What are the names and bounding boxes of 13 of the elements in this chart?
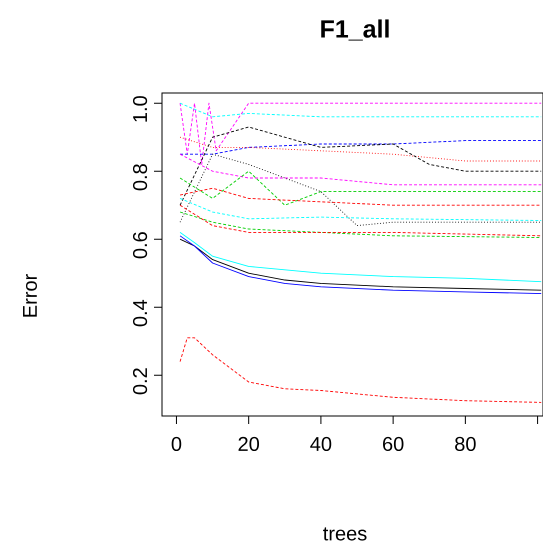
y-axis-title: Error (23, 274, 37, 317)
y-tick-label: 0.4 (132, 300, 148, 326)
x-tick-label: 20 (238, 436, 260, 452)
x-tick-label: 80 (455, 436, 476, 452)
y-tick-label: 0.8 (132, 164, 148, 190)
y-tick-label: 1.0 (132, 96, 148, 122)
x-tick-label: 60 (383, 436, 404, 452)
y-tick-label: 0.6 (132, 232, 148, 258)
chart-title: F1_all (321, 19, 389, 41)
x-tick-label: 0 (172, 436, 182, 452)
y-tick-label: 0.2 (132, 368, 148, 394)
x-tick-label: 40 (310, 436, 332, 452)
x-axis-title: trees (323, 527, 367, 541)
